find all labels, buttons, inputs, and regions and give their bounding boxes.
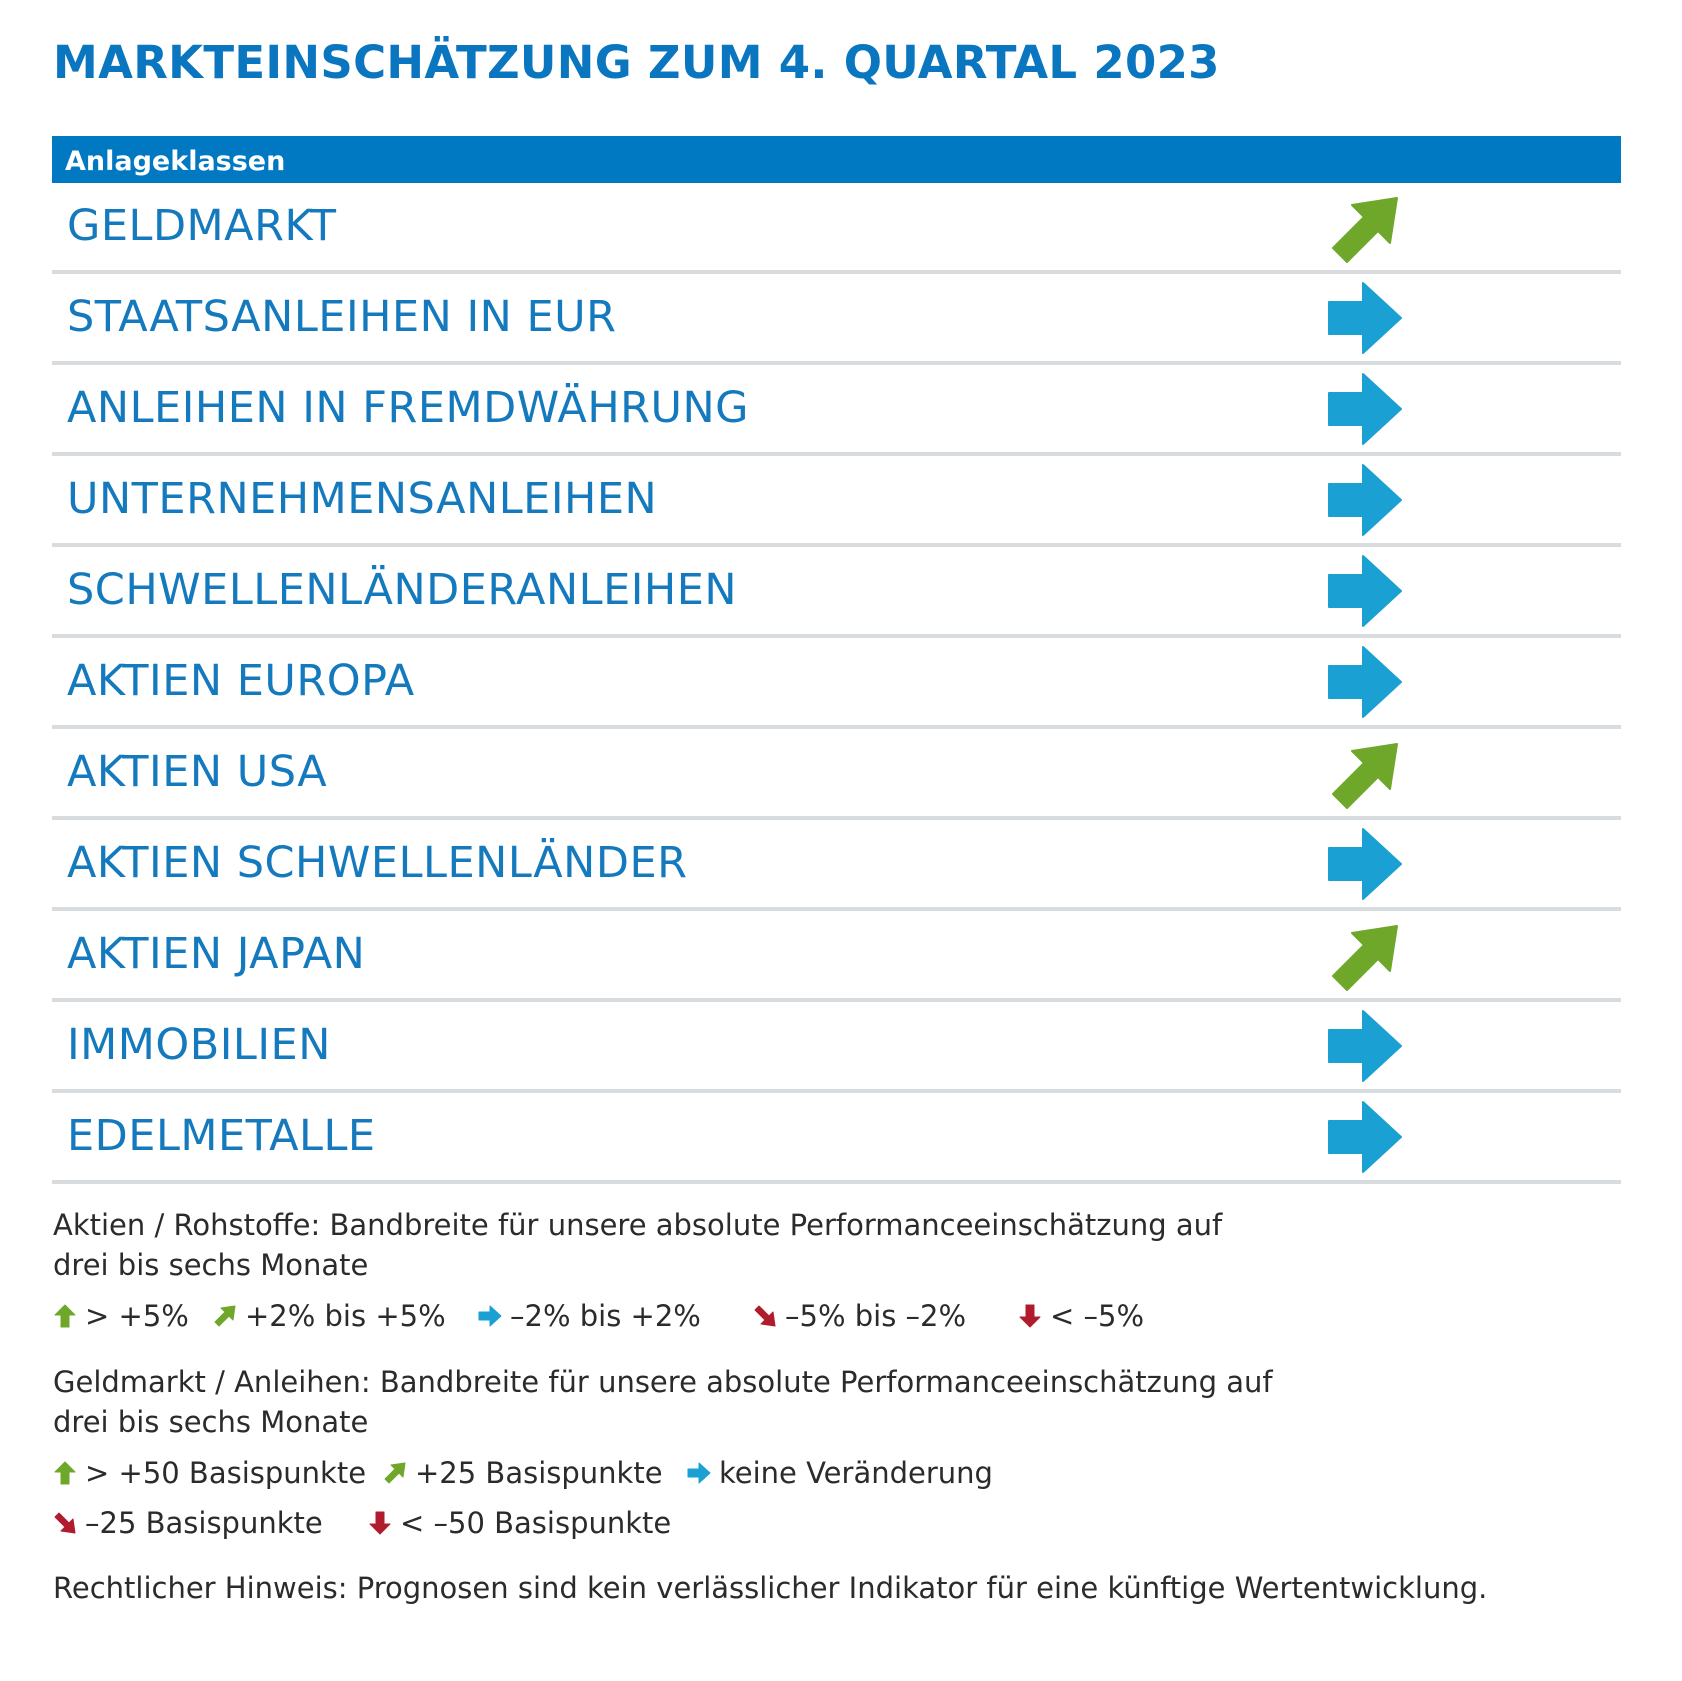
asset-class-label: EDELMETALLE (67, 1111, 376, 1161)
arrow-right-icon (1328, 282, 1402, 354)
arrow-up-right-icon (1332, 197, 1398, 263)
arrow-down-right-icon (754, 1305, 776, 1327)
table-row: GELDMARKT (52, 183, 1621, 274)
arrow-up-right-icon (1332, 925, 1398, 991)
table-row: AKTIEN SCHWELLENLÄNDER (52, 820, 1621, 911)
table-row: STAATSANLEIHEN IN EUR (52, 274, 1621, 365)
table-header: Anlageklassen (52, 136, 1621, 183)
table-row: ANLEIHEN IN FREMDWÄHRUNG (52, 365, 1621, 456)
arrow-down-icon (369, 1511, 391, 1535)
legend-item: –5% bis –2% (753, 1296, 966, 1336)
table-row: EDELMETALLE (52, 1093, 1621, 1184)
table-row: AKTIEN JAPAN (52, 911, 1621, 1002)
aktien-note-line1: Aktien / Rohstoffe: Bandbreite für unser… (53, 1208, 1223, 1242)
legend-item: keine Veränderung (687, 1453, 993, 1493)
asset-class-label: UNTERNEHMENSANLEIHEN (67, 474, 658, 524)
legend-label: < –50 Basispunkte (400, 1506, 672, 1540)
legend-label: –2% bis +2% (510, 1299, 701, 1333)
legend-label: –25 Basispunkte (85, 1506, 323, 1540)
legend-label: < –5% (1050, 1299, 1145, 1333)
aktien-note-line2: drei bis sechs Monate (53, 1248, 369, 1282)
legend-item: +2% bis +5% (213, 1296, 446, 1336)
page-title: MARKTEINSCHÄTZUNG ZUM 4. QUARTAL 2023 (53, 36, 1220, 89)
asset-class-label: GELDMARKT (67, 201, 337, 251)
arrow-right-icon (1328, 646, 1402, 718)
legend-label: > +5% (85, 1299, 189, 1333)
arrow-right-icon (1328, 373, 1402, 445)
arrow-up-right-icon (1332, 743, 1398, 809)
legend-label: +2% bis +5% (245, 1299, 446, 1333)
asset-class-label: STAATSANLEIHEN IN EUR (67, 292, 617, 342)
arrow-right-icon (1328, 555, 1402, 627)
arrow-right-icon (1328, 828, 1402, 900)
legend-item: > +5% (53, 1296, 189, 1336)
arrow-up-icon (54, 1304, 76, 1328)
arrow-down-icon (1019, 1304, 1041, 1328)
arrow-right-icon (1328, 1101, 1402, 1173)
asset-class-label: SCHWELLENLÄNDERANLEIHEN (67, 565, 738, 615)
arrow-up-right-icon (214, 1305, 236, 1327)
legend-label: –5% bis –2% (785, 1299, 967, 1333)
legend-label: +25 Basispunkte (415, 1456, 663, 1490)
legend-item: < –5% (1018, 1296, 1144, 1336)
arrow-right-icon (478, 1305, 502, 1327)
asset-class-label: IMMOBILIEN (67, 1020, 331, 1070)
legend-item: +25 Basispunkte (383, 1453, 663, 1493)
asset-class-label: AKTIEN JAPAN (67, 929, 366, 979)
asset-class-label: AKTIEN EUROPA (67, 656, 415, 706)
table-row: UNTERNEHMENSANLEIHEN (52, 456, 1621, 547)
legend-item: –25 Basispunkte (53, 1503, 323, 1543)
geldmarkt-note-line1: Geldmarkt / Anleihen: Bandbreite für uns… (53, 1365, 1273, 1399)
arrow-right-icon (687, 1462, 711, 1484)
disclaimer: Rechtlicher Hinweis: Prognosen sind kein… (53, 1571, 1488, 1605)
legend-item: < –50 Basispunkte (368, 1503, 671, 1543)
arrow-right-icon (1328, 1010, 1402, 1082)
asset-class-label: AKTIEN USA (67, 747, 328, 797)
arrow-up-icon (54, 1461, 76, 1485)
table-row: IMMOBILIEN (52, 1002, 1621, 1093)
table-row: AKTIEN EUROPA (52, 638, 1621, 729)
arrow-down-right-icon (54, 1512, 76, 1534)
arrow-up-right-icon (384, 1462, 406, 1484)
asset-class-label: ANLEIHEN IN FREMDWÄHRUNG (67, 383, 749, 433)
arrow-right-icon (1328, 464, 1402, 536)
legend-item: –2% bis +2% (478, 1296, 701, 1336)
table-row: SCHWELLENLÄNDERANLEIHEN (52, 547, 1621, 638)
table-row: AKTIEN USA (52, 729, 1621, 820)
asset-class-label: AKTIEN SCHWELLENLÄNDER (67, 838, 688, 888)
legend-label: keine Veränderung (719, 1456, 993, 1490)
legend-label: > +50 Basispunkte (85, 1456, 367, 1490)
asset-class-table: GELDMARKT STAATSANLEIHEN IN EUR ANLEIHEN… (52, 183, 1621, 1184)
legend-item: > +50 Basispunkte (53, 1453, 366, 1493)
geldmarkt-note-line2: drei bis sechs Monate (53, 1405, 369, 1439)
